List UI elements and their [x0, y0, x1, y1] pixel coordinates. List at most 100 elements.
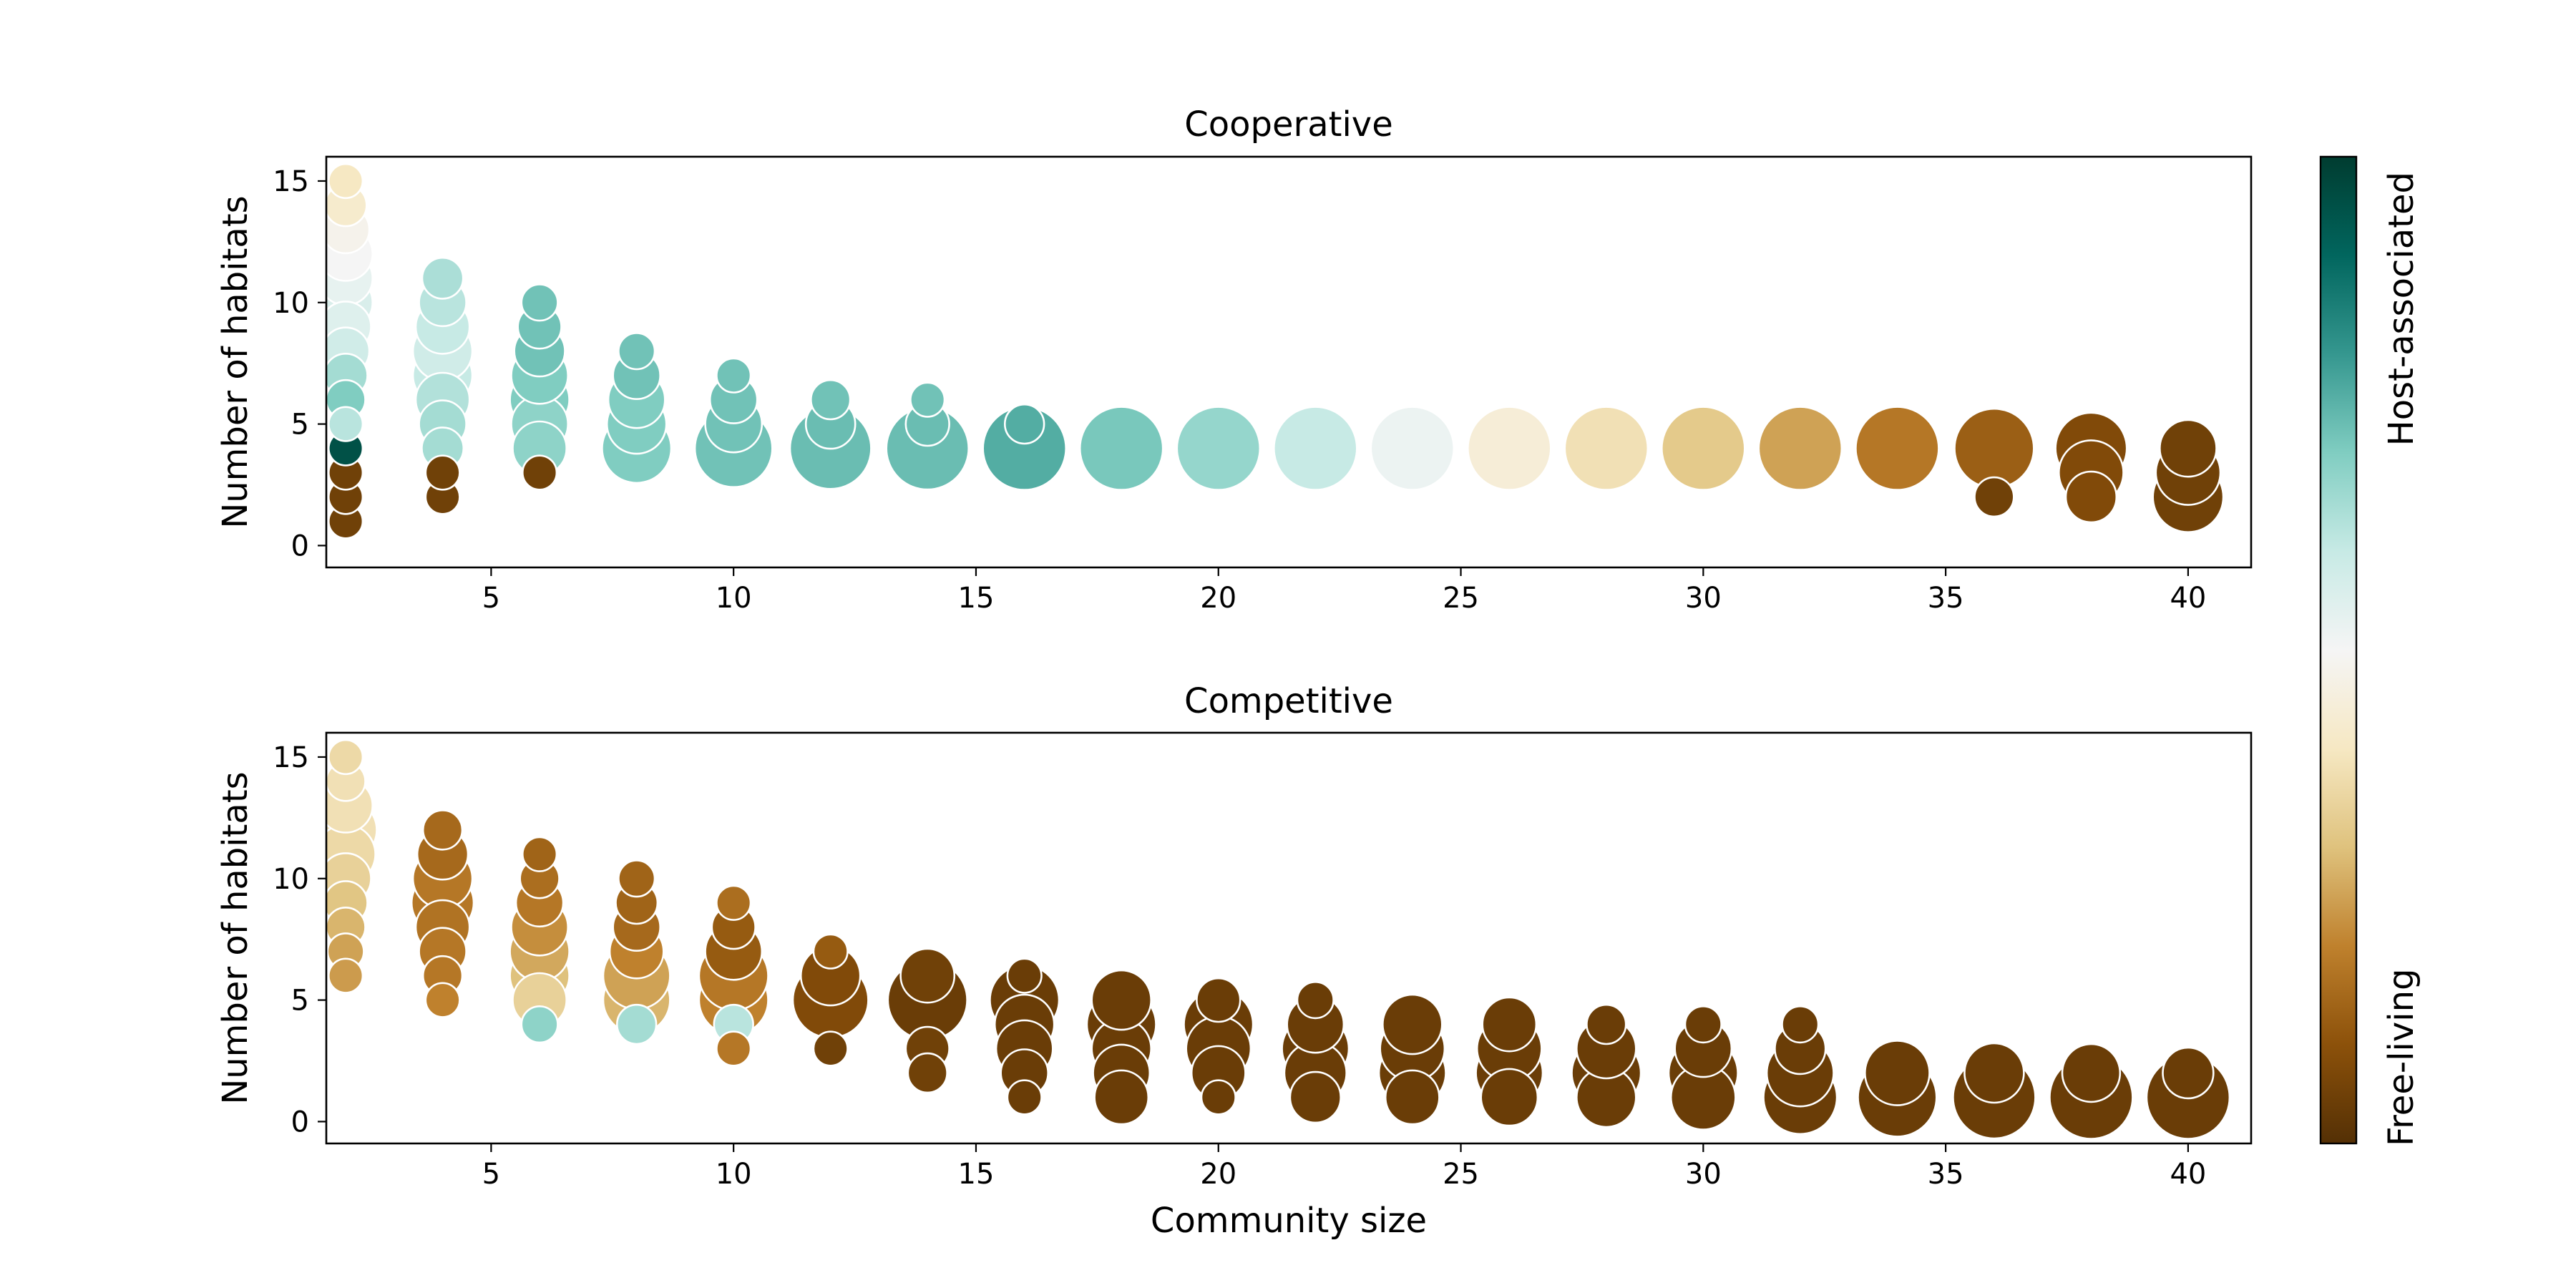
data-point: [1196, 977, 1241, 1023]
x-tick-label: 10: [716, 582, 752, 615]
x-tick-label: 20: [1200, 1158, 1236, 1191]
data-point: [521, 454, 558, 491]
data-point: [2061, 1043, 2122, 1103]
x-axis: 5 10 15 20 25 30 35 40: [482, 1143, 2206, 1191]
data-point: [1176, 406, 1262, 491]
y-axis-label: Number of habitats: [215, 771, 255, 1104]
x-tick-label: 15: [958, 1158, 995, 1191]
x-tick-label: 35: [1928, 1158, 1964, 1191]
data-point: [618, 859, 656, 898]
data-point: [1953, 407, 2035, 489]
y-axis: 0 5 10 15: [273, 741, 326, 1138]
data-point: [424, 454, 461, 491]
y-tick-label: 0: [291, 530, 309, 562]
data-point: [1467, 406, 1552, 491]
x-tick-label: 15: [958, 582, 995, 615]
y-axis: 0 5 10 15: [273, 165, 326, 562]
data-point: [1481, 996, 1538, 1053]
data-point: [1006, 957, 1043, 994]
data-point: [716, 1030, 752, 1067]
data-point: [1003, 403, 1045, 445]
y-axis-label: Number of habitats: [215, 195, 255, 528]
data-point: [421, 809, 464, 851]
y-tick-label: 15: [273, 741, 309, 774]
data-point: [909, 381, 946, 418]
data-point: [1781, 1005, 1820, 1044]
data-point: [328, 162, 364, 200]
data-point: [907, 1052, 948, 1094]
data-point: [1289, 1070, 1342, 1124]
data-point: [520, 283, 559, 322]
panel-competitive: Competitive 5 10 15 20 25 30 35 40 0 5 10 15 Numbe…: [215, 681, 2253, 1241]
bubble-layer: [326, 162, 2225, 540]
data-point: [1006, 1079, 1043, 1116]
y-tick-label: 10: [273, 287, 309, 320]
data-point: [1382, 993, 1443, 1055]
panel-title: Competitive: [1184, 681, 1393, 721]
x-tick-label: 5: [482, 582, 500, 615]
x-tick-label: 30: [1685, 582, 1722, 615]
x-tick-label: 40: [2170, 1158, 2206, 1191]
data-point: [1855, 406, 1940, 491]
y-tick-label: 15: [273, 165, 309, 198]
data-point: [2158, 419, 2218, 478]
data-point: [1296, 980, 1335, 1020]
y-tick-label: 0: [291, 1106, 309, 1138]
data-point: [1370, 406, 1455, 491]
colorbar-label-free-living: Free-living: [2381, 969, 2421, 1146]
y-tick-label: 5: [291, 409, 309, 441]
data-point: [716, 357, 752, 394]
x-axis-label: Community size: [1151, 1201, 1427, 1241]
data-point: [1093, 1069, 1150, 1126]
bubble-layer: [326, 738, 2231, 1140]
data-point: [2064, 470, 2118, 524]
data-point: [1963, 1042, 2025, 1104]
data-point: [521, 836, 558, 872]
data-point: [1863, 1040, 1931, 1106]
data-point: [328, 738, 364, 776]
x-tick-label: 10: [716, 1158, 752, 1191]
data-point: [2162, 1046, 2215, 1100]
data-point: [1091, 969, 1152, 1031]
x-tick-label: 35: [1928, 582, 1964, 615]
plot-frame: [325, 731, 2253, 1145]
data-point: [1974, 476, 2015, 518]
data-point: [812, 933, 849, 970]
colorbar-label-host-associated: Host-associated: [2381, 172, 2421, 446]
x-tick-label: 20: [1200, 582, 1236, 615]
y-tick-label: 10: [273, 863, 309, 896]
data-point: [328, 957, 364, 994]
data-point: [618, 332, 656, 371]
data-point: [1384, 1069, 1440, 1126]
data-point: [1200, 1079, 1236, 1116]
x-tick-label: 5: [482, 1158, 500, 1191]
x-tick-label: 25: [1443, 1158, 1479, 1191]
data-point: [424, 982, 461, 1018]
plot-frame: [325, 155, 2253, 569]
data-point: [328, 406, 364, 442]
data-point: [1757, 406, 1843, 491]
data-point: [1480, 1068, 1539, 1127]
data-point: [1273, 406, 1358, 491]
panel-cooperative: Cooperative 5 10 15 20 25 30 35 40 0 5 10 15 Numbe…: [215, 104, 2253, 615]
data-point: [421, 256, 464, 300]
data-point: [1684, 1005, 1722, 1044]
data-point: [520, 1005, 559, 1044]
data-point: [1661, 406, 1746, 491]
data-point: [1078, 406, 1164, 491]
x-tick-label: 30: [1685, 1158, 1722, 1191]
colorbar: Host-associated Free-living: [2319, 155, 2421, 1146]
x-tick-label: 25: [1443, 582, 1479, 615]
panel-title: Cooperative: [1184, 104, 1393, 145]
x-axis: 5 10 15 20 25 30 35 40: [482, 567, 2206, 615]
data-point: [716, 884, 752, 921]
data-point: [812, 1030, 849, 1067]
data-point: [809, 379, 852, 421]
data-point: [615, 1003, 658, 1045]
data-point: [899, 947, 956, 1004]
data-point: [1563, 406, 1649, 491]
x-tick-label: 40: [2170, 582, 2206, 615]
y-tick-label: 5: [291, 985, 309, 1018]
data-point: [1586, 1003, 1627, 1045]
